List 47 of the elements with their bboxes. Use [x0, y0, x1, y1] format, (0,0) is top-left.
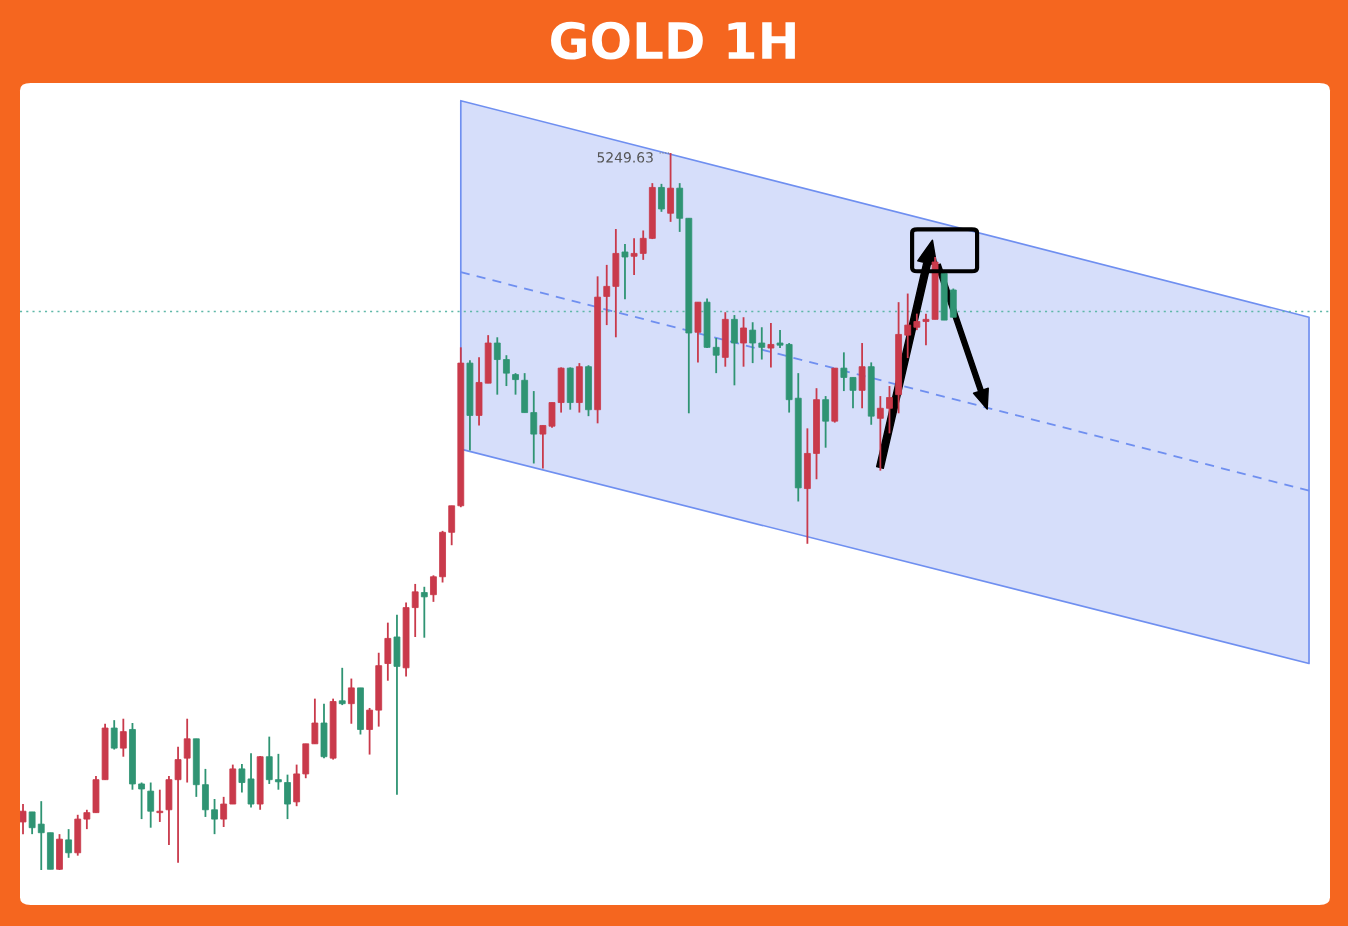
candlestick: [338, 666, 346, 706]
candlestick: [311, 697, 319, 745]
candlestick: [20, 803, 27, 836]
candlestick: [858, 342, 866, 410]
candlestick: [411, 583, 419, 638]
candlestick: [65, 828, 72, 859]
candlestick: [147, 781, 155, 829]
candlestick: [110, 719, 118, 751]
candlestick: [28, 811, 36, 836]
candlestick: [876, 395, 884, 472]
candlestick: [712, 337, 720, 375]
chart-title: GOLD 1H: [551, 21, 795, 60]
candlestick: [265, 735, 273, 785]
candlestick: [603, 263, 611, 327]
candlestick: [621, 243, 629, 301]
candlestick: [749, 321, 757, 365]
candlestick: [849, 376, 857, 410]
candlestick: [840, 351, 848, 392]
candlestick: [822, 395, 830, 449]
candlestick: [138, 781, 145, 820]
candlestick: [904, 292, 912, 359]
candlestick: [758, 326, 766, 361]
candlestick: [503, 354, 510, 387]
candlestick: [183, 717, 191, 784]
candlestick: [639, 229, 647, 261]
candlestick: [530, 390, 538, 465]
candlestick: [493, 336, 501, 396]
candlestick: [211, 798, 218, 836]
candlestick: [284, 773, 291, 820]
candlestick: [886, 385, 893, 435]
candlestick: [658, 182, 665, 213]
candlestick: [156, 788, 164, 823]
candlestick: [630, 237, 638, 276]
candlestick: [420, 585, 428, 639]
annotation: 5249.63: [597, 152, 653, 163]
candlestick: [512, 372, 519, 396]
candlestick: [119, 717, 127, 758]
candlestick: [83, 808, 91, 831]
candlestick: [347, 677, 355, 725]
candlestick: [275, 752, 282, 791]
candlestick: [37, 800, 45, 871]
candlestick: [740, 316, 747, 368]
candlestick: [220, 795, 228, 828]
candlestick: [430, 574, 437, 603]
candlestick: [366, 707, 373, 756]
candlestick: [767, 322, 775, 369]
candlestick: [731, 314, 738, 387]
